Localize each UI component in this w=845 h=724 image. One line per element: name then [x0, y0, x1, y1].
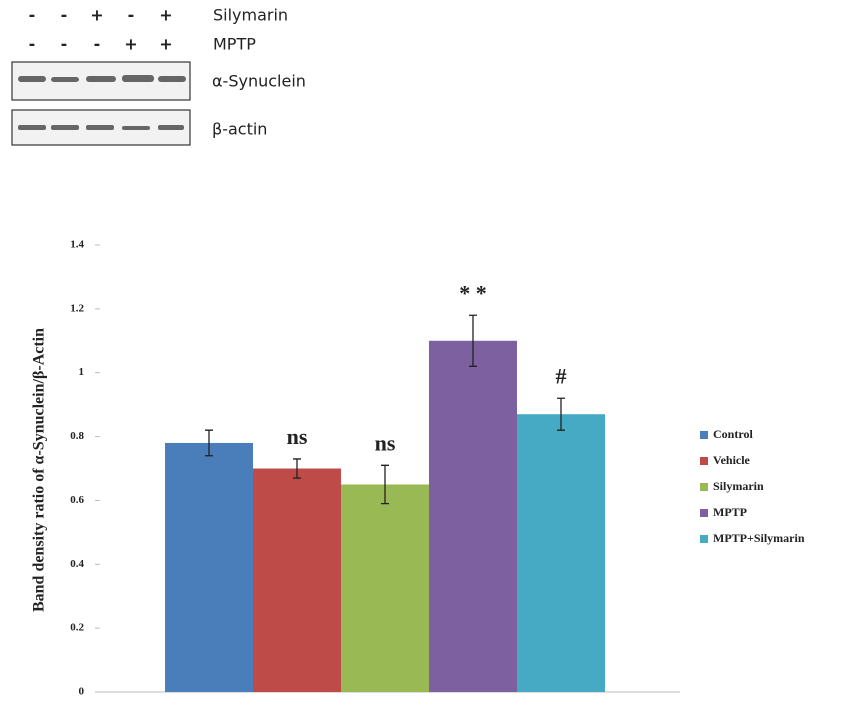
band-label: β-actin [212, 120, 267, 139]
legend-label: Vehicle [713, 453, 751, 467]
treatment-sign: - [128, 6, 135, 25]
y-tick-label: 0.4 [70, 558, 84, 570]
figure: Band density ratio of α-Synuclein/β-Acti… [0, 0, 845, 724]
bar [253, 469, 341, 693]
y-tick-label: 0.2 [70, 622, 84, 634]
treatment-sign: - [29, 35, 36, 54]
treatment-sign: - [29, 6, 36, 25]
y-tick-label: 1.2 [70, 302, 84, 314]
legend-swatch [700, 509, 708, 517]
legend-label: MPTP [713, 505, 747, 519]
band-label: α-Synuclein [212, 72, 306, 91]
treatment-label: Silymarin [213, 6, 288, 25]
western-blot [12, 62, 190, 145]
significance-label: ns [287, 424, 308, 449]
treatment-sign: - [61, 6, 68, 25]
legend-label: Silymarin [713, 479, 764, 493]
bar [165, 443, 253, 692]
bar [429, 341, 517, 692]
y-tick-label: 0.8 [70, 430, 84, 442]
treatment-sign: + [159, 6, 172, 25]
legend-label: Control [713, 427, 753, 441]
treatment-label: MPTP [213, 35, 256, 54]
legend-label: MPTP+Silymarin [713, 531, 805, 545]
significance-label: ns [375, 430, 396, 455]
treatment-sign: + [90, 6, 103, 25]
treatment-sign: - [94, 35, 101, 54]
significance-label: # [556, 363, 567, 388]
treatment-sign: + [159, 35, 172, 54]
y-tick-label: 1.4 [70, 239, 84, 251]
legend-swatch [700, 483, 708, 491]
y-axis-label: Band density ratio of α-Synuclein/β-Acti… [31, 328, 48, 612]
legend-swatch [700, 457, 708, 465]
legend-swatch [700, 535, 708, 543]
treatment-sign: - [61, 35, 68, 54]
legend-swatch [700, 431, 708, 439]
bar [517, 414, 605, 692]
bar [341, 484, 429, 692]
y-tick-label: 0 [79, 686, 85, 698]
y-tick-label: 0.6 [70, 494, 84, 506]
significance-label: * * [459, 280, 487, 305]
y-tick-label: 1 [79, 366, 85, 378]
treatment-sign: + [124, 35, 137, 54]
